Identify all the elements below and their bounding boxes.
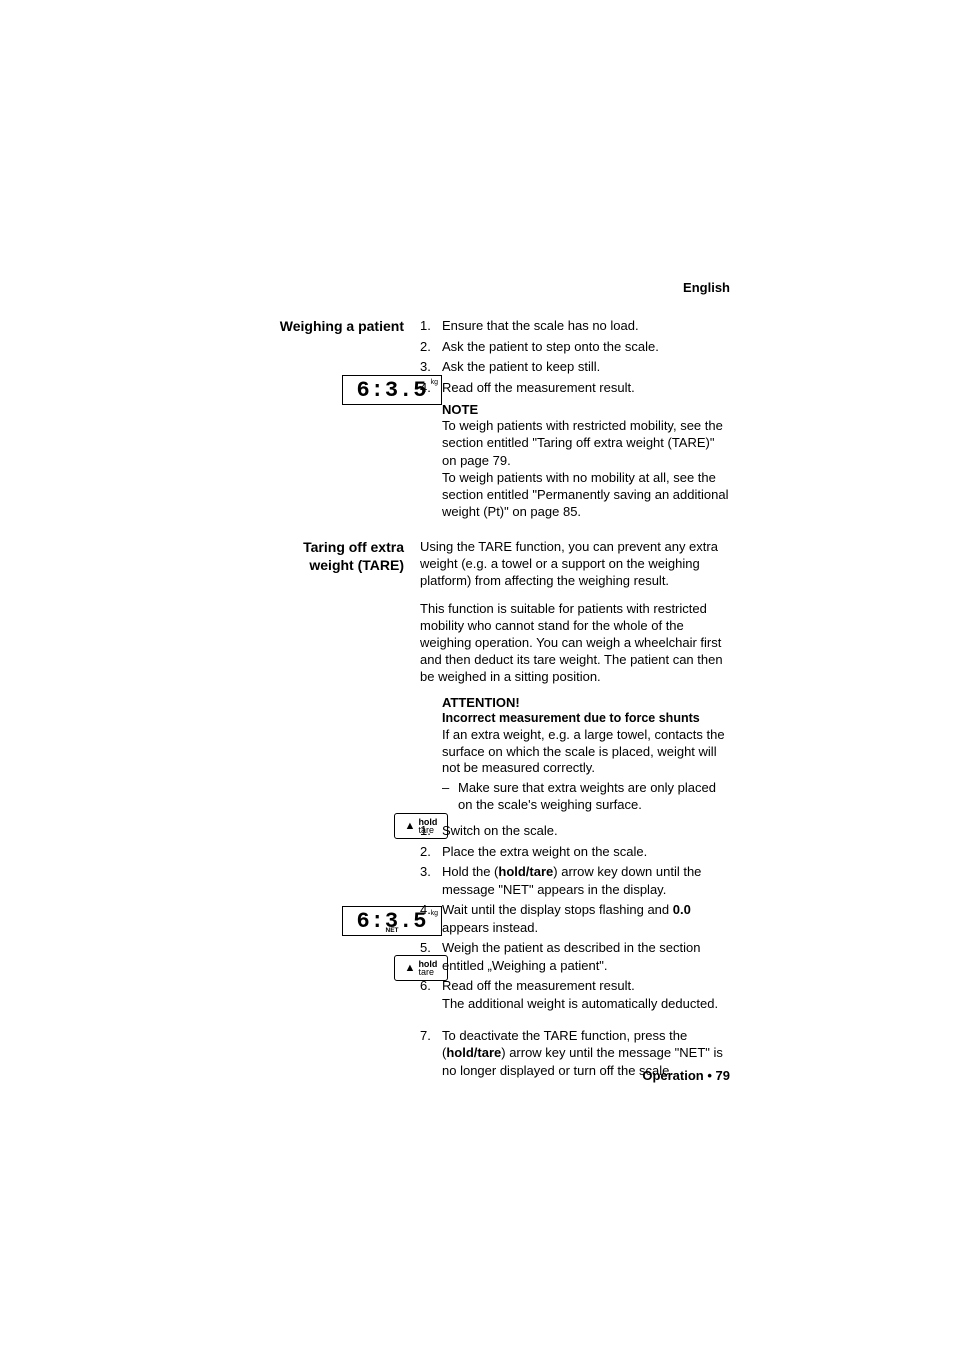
- list-number: 3.: [420, 358, 442, 376]
- section-title: Weighing a patient: [260, 317, 404, 335]
- lcd-net-indicator: NET: [386, 927, 399, 934]
- list-text: Hold the (hold/tare) arrow key down unti…: [442, 863, 730, 898]
- list-number: 3.: [420, 863, 442, 898]
- lcd-value: 6:3.5: [356, 378, 427, 403]
- lcd-box: 6:3.5 kg: [342, 375, 442, 405]
- section-title-col: Taring off extra weight (TARE): [260, 538, 420, 1082]
- dash-mark: –: [442, 780, 458, 814]
- dash-item: – Make sure that extra weights are only …: [442, 780, 730, 814]
- list-text: Ensure that the scale has no load.: [442, 317, 730, 335]
- list-text: Wait until the display stops flashing an…: [442, 901, 730, 936]
- note-block: NOTE To weigh patients with restricted m…: [442, 402, 730, 520]
- list-item: 4.Wait until the display stops flashing …: [420, 901, 730, 936]
- page-footer: Operation • 79: [260, 1068, 730, 1083]
- section-title-col: Weighing a patient: [260, 317, 420, 520]
- lcd-box: 6:3.5 kg NET: [342, 906, 442, 936]
- up-arrow-icon: ▲: [405, 962, 416, 974]
- list-item: 4.Read off the measurement result.: [420, 379, 730, 397]
- list-text: Place the extra weight on the scale.: [442, 843, 730, 861]
- list-item: 2.Ask the patient to step onto the scale…: [420, 338, 730, 356]
- list-item: 2.Place the extra weight on the scale.: [420, 843, 730, 861]
- lcd-unit: kg: [431, 910, 438, 917]
- up-arrow-icon: ▲: [405, 820, 416, 832]
- list-number: [420, 995, 442, 1013]
- section-tare: Taring off extra weight (TARE) Using the…: [260, 538, 730, 1082]
- button-labels: hold tare: [418, 960, 437, 976]
- list-number: 2.: [420, 338, 442, 356]
- attention-subtitle: Incorrect measurement due to force shunt…: [442, 710, 730, 726]
- list-item: 6.Read off the measurement result.: [420, 977, 730, 995]
- list-item: 3.Hold the (hold/tare) arrow key down un…: [420, 863, 730, 898]
- section-body-col: 1.Ensure that the scale has no load. 2.A…: [420, 317, 730, 520]
- lcd-unit: kg: [431, 379, 438, 386]
- list-item: 5.Weigh the patient as described in the …: [420, 939, 730, 974]
- button-box: ▲ hold tare: [394, 955, 448, 981]
- step-bold: hold/tare: [446, 1045, 501, 1060]
- list-item: 1.Ensure that the scale has no load.: [420, 317, 730, 335]
- note-body: To weigh patients with no mobility at al…: [442, 469, 730, 520]
- list-subtext: The additional weight is automatically d…: [442, 995, 730, 1013]
- step-pre: Wait until the display stops flashing an…: [442, 902, 673, 917]
- list-text: Ask the patient to step onto the scale.: [442, 338, 730, 356]
- step-bold: 0.0: [673, 902, 691, 917]
- list-item: 3.Ask the patient to keep still.: [420, 358, 730, 376]
- section-body-col: Using the TARE function, you can prevent…: [420, 538, 730, 1082]
- list-item: The additional weight is automatically d…: [420, 995, 730, 1013]
- footer-section: Operation: [642, 1068, 703, 1083]
- lcd-display-2: 6:3.5 kg NET: [300, 906, 442, 936]
- language-header: English: [260, 280, 730, 295]
- step-pre: Hold the (: [442, 864, 498, 879]
- footer-page: 79: [716, 1068, 730, 1083]
- dash-text: Make sure that extra weights are only pl…: [458, 780, 730, 814]
- list-text: Weigh the patient as described in the se…: [442, 939, 730, 974]
- attention-title: ATTENTION!: [442, 695, 730, 710]
- step-post: appears instead.: [442, 920, 538, 935]
- paragraph: This function is suitable for patients w…: [420, 600, 730, 686]
- attention-block: ATTENTION! Incorrect measurement due to …: [420, 695, 730, 814]
- note-title: NOTE: [442, 402, 730, 417]
- list-text: Read off the measurement result.: [442, 379, 730, 397]
- attention-body: If an extra weight, e.g. a large towel, …: [442, 727, 730, 778]
- list-number: 2.: [420, 843, 442, 861]
- section-weighing: Weighing a patient 1.Ensure that the sca…: [260, 317, 730, 520]
- list-text: Read off the measurement result.: [442, 977, 730, 995]
- list-text: Switch on the scale.: [442, 822, 730, 840]
- hold-tare-button-1: ▲ hold tare: [306, 813, 448, 839]
- list-text: Ask the patient to keep still.: [442, 358, 730, 376]
- lcd-display-1: 6:3.5 kg: [300, 375, 442, 405]
- note-body: To weigh patients with restricted mobili…: [442, 417, 730, 468]
- list-item: 1.Switch on the scale.: [420, 822, 730, 840]
- button-labels: hold tare: [418, 818, 437, 834]
- button-tare-label: tare: [418, 826, 437, 834]
- list-number: 1.: [420, 317, 442, 335]
- button-box: ▲ hold tare: [394, 813, 448, 839]
- step-bold: hold/tare: [498, 864, 553, 879]
- section-title: Taring off extra weight (TARE): [260, 538, 404, 574]
- hold-tare-button-2: ▲ hold tare: [306, 955, 448, 981]
- paragraph: Using the TARE function, you can prevent…: [420, 538, 730, 589]
- footer-sep: •: [704, 1068, 716, 1083]
- button-tare-label: tare: [418, 968, 437, 976]
